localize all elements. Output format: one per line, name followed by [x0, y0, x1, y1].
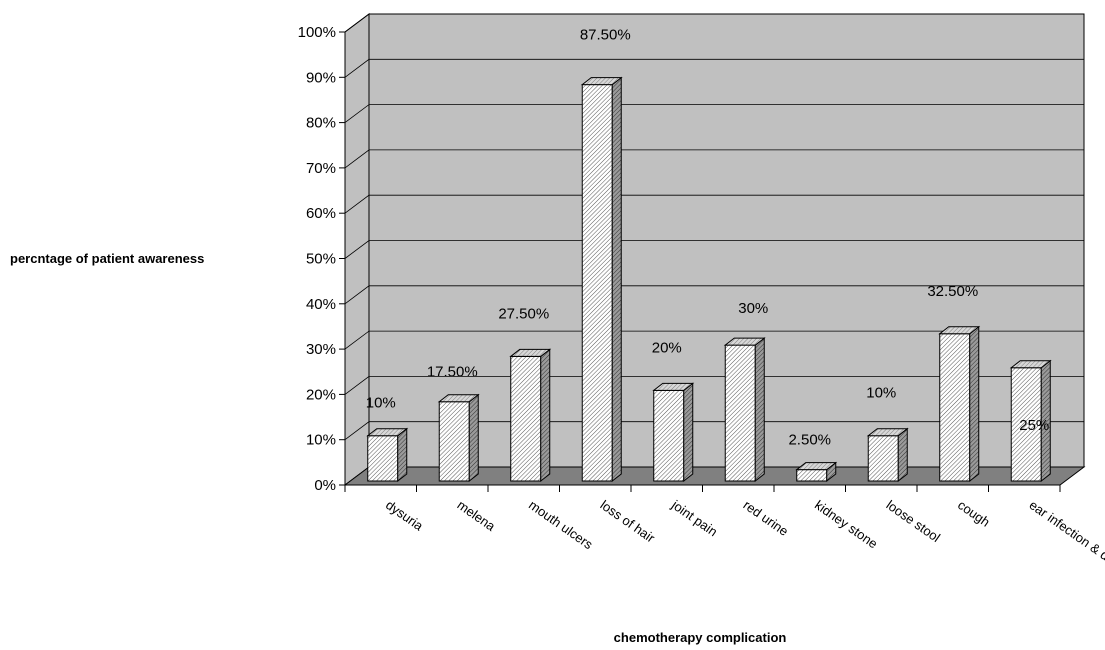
y-tick-label: 70% — [306, 160, 336, 177]
bar-top — [580, 77, 623, 86]
bar-top — [509, 348, 552, 357]
bar — [437, 393, 480, 483]
bar — [866, 427, 909, 483]
bar-side — [897, 427, 908, 483]
x-tick-label: joint pain — [668, 497, 720, 540]
bar-top — [866, 428, 909, 437]
y-tick-label: 90% — [306, 69, 336, 86]
y-tick-label: 50% — [306, 251, 336, 268]
bar-top — [437, 394, 480, 403]
gridline — [344, 13, 1084, 33]
bar-front — [796, 469, 828, 482]
bar — [580, 76, 623, 483]
bar — [509, 348, 552, 483]
y-tick-label: 0% — [314, 477, 336, 494]
bar-side — [540, 348, 551, 483]
data-label: 32.50% — [927, 283, 978, 300]
bar-top — [366, 428, 409, 437]
bar-front — [653, 389, 685, 482]
gridline — [344, 194, 1084, 214]
bar-top — [938, 326, 981, 335]
bar-front — [1010, 367, 1042, 482]
x-tick-label: melena — [455, 497, 499, 534]
bar-front — [939, 333, 971, 482]
x-tick-label: loose stool — [884, 497, 944, 545]
y-tick-label: 40% — [306, 296, 336, 313]
bar — [795, 461, 838, 483]
data-label: 2.50% — [788, 432, 831, 449]
x-tick-label: cough — [955, 497, 993, 530]
gridline — [344, 240, 1084, 259]
gridlines — [344, 13, 1084, 441]
x-tick-label: loss of hair — [598, 497, 659, 546]
y-axis: 0% 10% 20% 30% 40% 50% 60% 70% 80% 90% 100% — [298, 24, 346, 494]
bar-side — [683, 382, 694, 483]
bar — [366, 427, 409, 483]
data-label: 10% — [866, 385, 896, 402]
bar — [1009, 359, 1052, 483]
y-tick-label: 100% — [298, 24, 336, 41]
bar-side — [397, 427, 408, 483]
bar — [652, 382, 695, 483]
bar-top — [723, 337, 766, 346]
bar-side — [969, 325, 980, 483]
gridline — [344, 149, 1084, 169]
bar-front — [581, 84, 613, 482]
data-label: 30% — [738, 300, 768, 317]
bar-top — [795, 462, 838, 471]
x-tick-label: kidney stone — [812, 497, 880, 551]
data-label: 20% — [652, 339, 682, 356]
bar-top — [652, 382, 695, 391]
y-axis-title: percntage of patient awareness — [10, 251, 204, 266]
x-tick-label: red urine — [741, 497, 792, 539]
data-label: 27.50% — [498, 305, 549, 322]
y-tick-label: 20% — [306, 386, 336, 403]
y-tick-label: 10% — [306, 432, 336, 449]
bar-front — [510, 355, 542, 482]
bars — [366, 76, 1052, 483]
bar-front — [724, 344, 756, 482]
gridline — [344, 330, 1084, 350]
gridline — [344, 375, 1084, 395]
bar-top — [1009, 360, 1052, 369]
bar-side — [754, 337, 765, 483]
bar-front — [367, 435, 399, 482]
bar-front — [438, 401, 470, 482]
gridline — [344, 104, 1084, 123]
data-labels: 10% 17.50% 27.50% 87.50% 20% 30% 2.50% 10% 32.50… — [366, 27, 1050, 449]
x-tick-label: mouth ulcers — [526, 497, 596, 552]
gridline — [344, 58, 1084, 78]
bar-side — [468, 393, 479, 483]
data-label: 17.50% — [427, 364, 478, 381]
data-label: 87.50% — [580, 27, 631, 44]
data-label: 25% — [1019, 417, 1049, 434]
x-tick-label: dysuria — [383, 497, 427, 534]
x-axis-title: chemotherapy complication — [614, 630, 787, 645]
bar — [723, 337, 766, 483]
x-tick-label: ear infection & difficult respiration — [1027, 497, 1105, 619]
bar-front — [867, 435, 899, 482]
y-tick-label: 80% — [306, 115, 336, 132]
data-label: 10% — [366, 395, 396, 412]
gridline — [344, 421, 1084, 441]
bar — [938, 325, 981, 483]
x-axis: dysuria melena mouth ulcers loss of hair joi… — [344, 484, 1105, 619]
y-tick-label: 60% — [306, 205, 336, 222]
bar-side — [611, 76, 622, 483]
y-tick-label: 30% — [306, 341, 336, 358]
gridline — [344, 285, 1084, 305]
